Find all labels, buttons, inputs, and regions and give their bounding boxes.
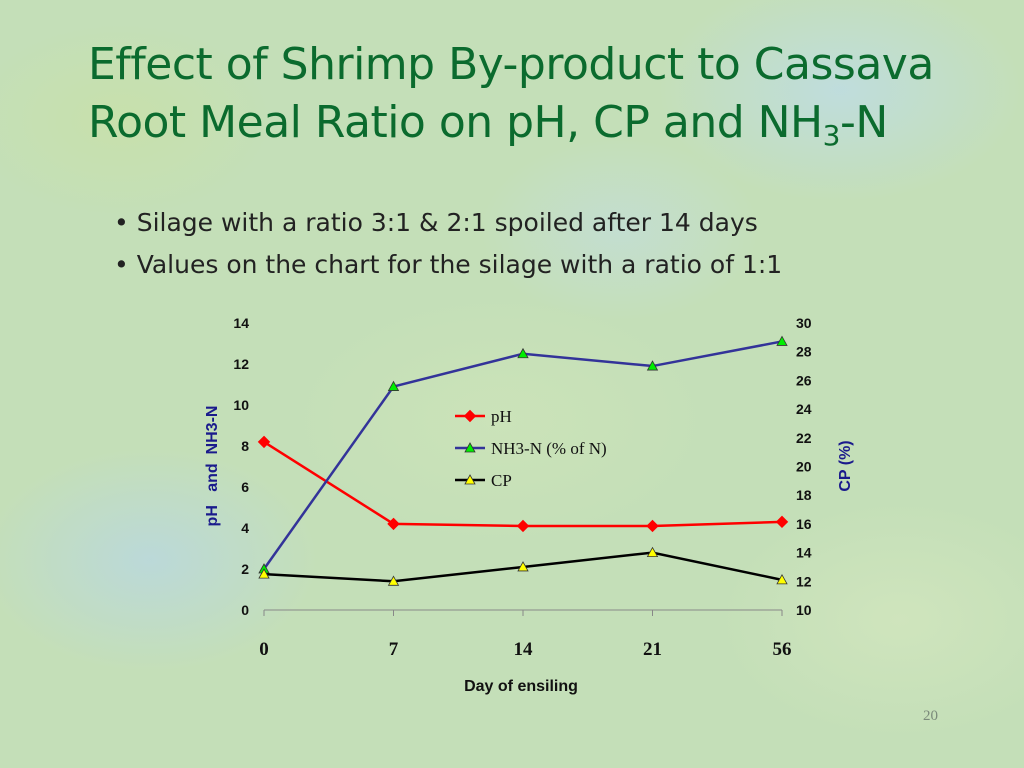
data-point-0	[387, 517, 400, 531]
y-right-tick-label: 22	[796, 430, 812, 446]
title-subscript: 3	[822, 119, 841, 152]
x-tick-label: 0	[259, 639, 269, 660]
y-right-tick-label: 18	[796, 487, 812, 503]
data-point-2	[646, 546, 659, 557]
x-axis-title: Day of ensiling	[464, 678, 578, 695]
y-left-tick-label: 14	[233, 315, 249, 331]
y-right-axis-title: CP (%)	[837, 440, 854, 491]
data-point-1	[776, 335, 788, 346]
y-left-tick-label: 4	[241, 520, 249, 536]
legend-label: NH3-N (% of N)	[491, 439, 607, 458]
y-right-tick-label: 10	[796, 602, 812, 618]
y-right-tick-label: 24	[796, 401, 812, 417]
y-right-tick-label: 28	[796, 344, 812, 360]
data-point-1	[517, 347, 529, 359]
x-tick-label: 7	[389, 639, 399, 660]
y-left-tick-label: 12	[233, 356, 249, 372]
title-line-2-main: Root Meal Ratio on pH, CP and NH	[88, 97, 823, 148]
data-point-0	[775, 515, 789, 529]
data-point-0	[257, 435, 271, 449]
y-left-tick-label: 0	[241, 602, 249, 618]
data-point-1	[387, 380, 400, 391]
y-left-tick-label: 10	[233, 397, 249, 413]
y-left-tick-label: 6	[241, 479, 249, 495]
data-point-2	[258, 568, 270, 579]
y-right-tick-label: 16	[796, 516, 812, 532]
title-line-2-end: -N	[839, 97, 888, 148]
bullet-list: Silage with a ratio 3:1 & 2:1 spoiled af…	[114, 202, 994, 286]
legend-marker	[464, 442, 476, 453]
data-point-1	[646, 360, 659, 371]
title-line-1: Effect of Shrimp By-product to Cassava	[88, 39, 934, 90]
x-tick-label: 14	[514, 639, 534, 660]
legend-marker	[464, 474, 476, 485]
y-left-tick-label: 2	[241, 561, 249, 577]
legend-label: CP	[491, 471, 512, 490]
data-point-2	[387, 575, 400, 586]
bullet-item: Values on the chart for the silage with …	[114, 244, 994, 286]
y-right-tick-label: 26	[796, 372, 812, 388]
x-tick-label: 21	[643, 639, 662, 660]
slide-number: 20	[923, 708, 938, 724]
slide-title: Effect of Shrimp By-product to Cassava R…	[88, 36, 1008, 152]
y-left-tick-label: 8	[241, 438, 249, 454]
y-right-tick-label: 12	[796, 573, 812, 589]
y-left-axis-title: pH and NH3-N	[204, 406, 221, 527]
y-right-tick-label: 14	[796, 545, 812, 561]
data-point-0	[646, 519, 659, 533]
data-point-0	[516, 519, 530, 533]
y-right-tick-label: 20	[796, 459, 812, 475]
x-tick-label: 56	[773, 639, 792, 660]
data-point-2	[517, 561, 529, 572]
legend-marker	[463, 409, 477, 423]
legend-label: pH	[491, 407, 512, 426]
y-right-tick-label: 30	[796, 315, 812, 331]
bullet-item: Silage with a ratio 3:1 & 2:1 spoiled af…	[114, 202, 994, 244]
data-point-2	[776, 574, 788, 585]
title-line-2: Root Meal Ratio on pH, CP and NH3-N	[88, 94, 1008, 152]
